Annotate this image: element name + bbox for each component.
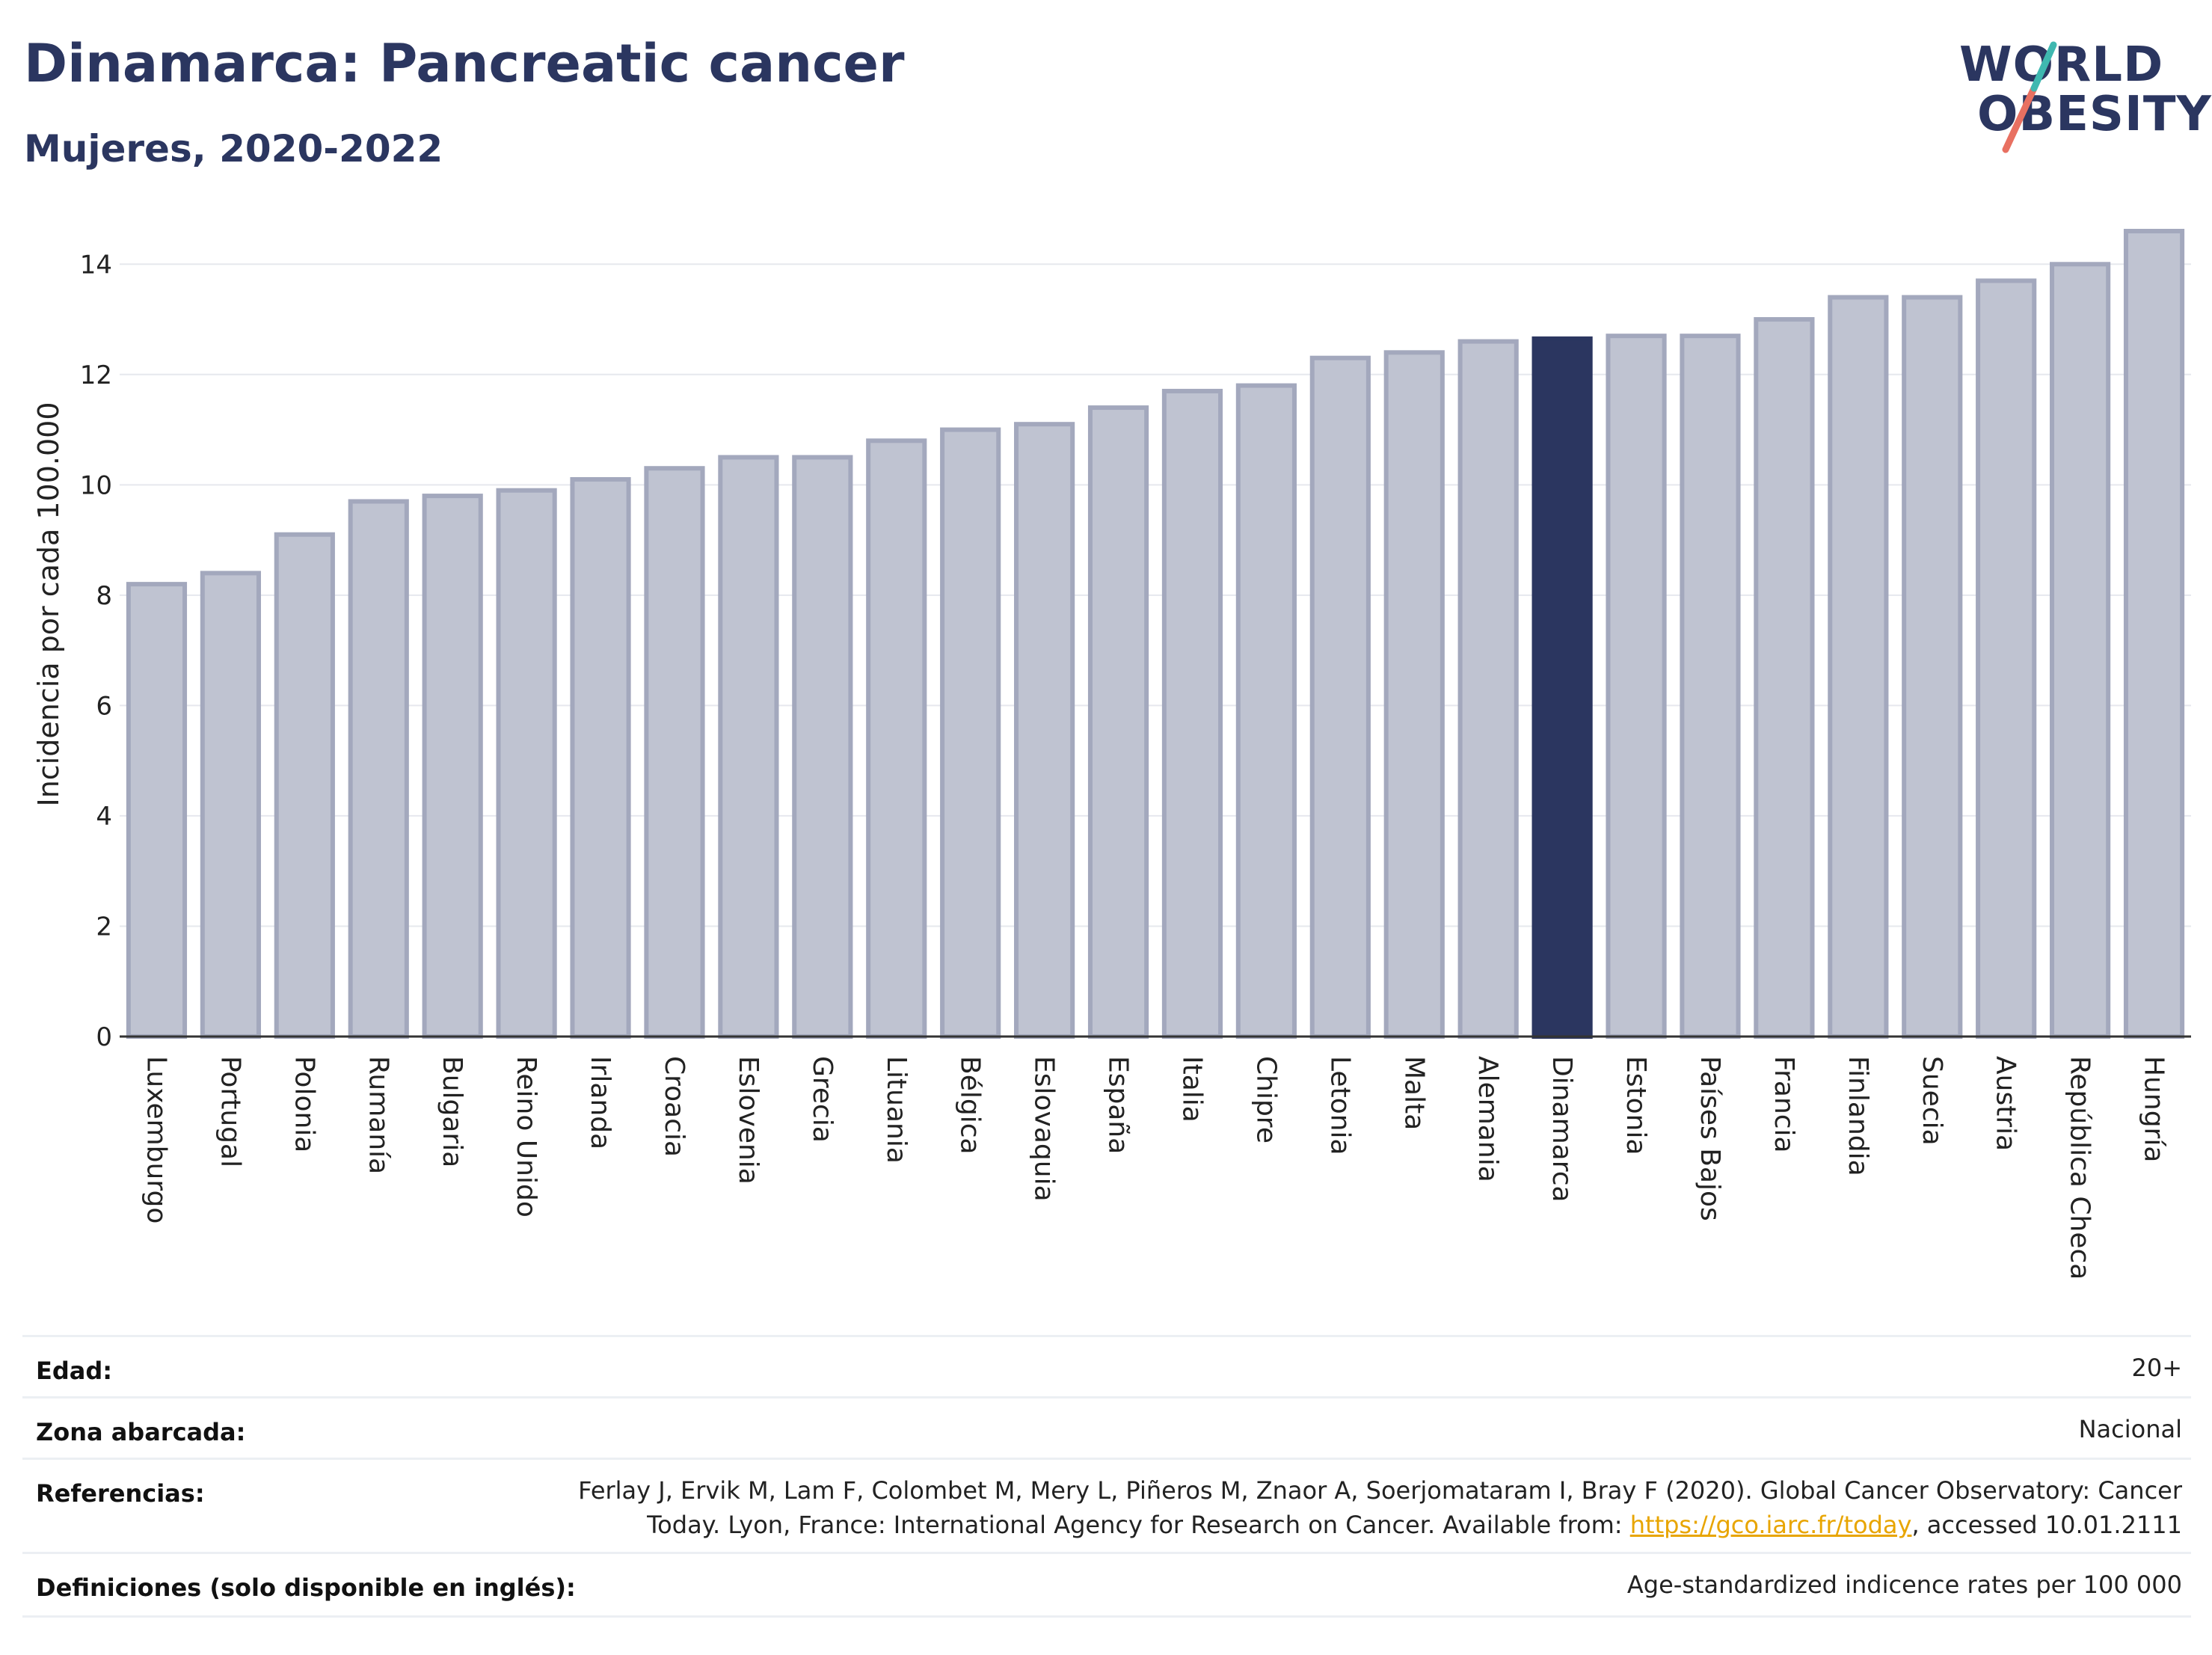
x-tick-label: Reino Unido [511,1056,541,1218]
bar [496,488,557,1039]
bar [1754,317,1815,1040]
bar [1014,422,1075,1039]
zone-label: Zona abarcada: [36,1418,246,1446]
x-tick-label: Letonia [1324,1056,1355,1155]
bar [1902,295,1963,1039]
x-tick-label: Finlandia [1843,1056,1873,1176]
x-tick-label: Luxemburgo [141,1056,171,1223]
bar [2123,229,2185,1040]
logo-line-1: WORLD [1959,37,2164,93]
y-tick-label: 0 [96,1022,112,1052]
definitions-label: Definiciones (solo disponible en inglés)… [36,1573,576,1602]
bar [1457,339,1519,1039]
age-value: 20+ [2131,1354,2182,1382]
references-line-1: Ferlay J, Ervik M, Lam F, Colombet M, Me… [578,1476,2182,1505]
bar [570,476,631,1039]
y-axis-label: Incidencia por cada 100.000 [32,402,65,806]
x-tick-label: Rumanía [363,1056,393,1174]
bar [1531,336,1593,1040]
info-row-definitions: Definiciones (solo disponible en inglés)… [22,1552,2191,1618]
bar [1606,334,1667,1039]
x-tick-label: Portugal [215,1056,245,1167]
bar [1235,383,1297,1039]
bar [348,499,409,1039]
x-tick-label: Eslovenia [733,1056,764,1185]
bar [1383,350,1445,1039]
bar [274,532,335,1039]
y-tick-label: 8 [96,581,112,611]
x-tick-label: Suecia [1917,1056,1947,1146]
bar [866,438,927,1039]
bar [940,427,1001,1039]
bar [1976,278,2037,1039]
references-line-2: Today. Lyon, France: International Agenc… [578,1508,2182,1542]
x-tick-label: Estonia [1620,1056,1651,1155]
x-tick-label: Chipre [1250,1056,1281,1143]
bar [1161,388,1223,1039]
x-tick-label: Bulgaria [437,1056,467,1167]
world-obesity-logo: WORLD OBESITY [1944,30,2211,157]
info-row-zone: Zona abarcada: Nacional [22,1396,2191,1460]
age-label: Edad: [36,1357,113,1385]
y-tick-label: 12 [80,360,112,390]
x-tick-label: Hungría [2139,1056,2169,1162]
page-title: Dinamarca: Pancreatic cancer [24,33,905,94]
x-tick-label: Lituania [881,1056,912,1164]
bar [644,466,705,1039]
x-tick-label: Francia [1769,1056,1799,1153]
bar [422,494,483,1039]
x-tick-label: Malta [1398,1056,1429,1130]
bar [1680,334,1741,1039]
definitions-value: Age-standardized indicence rates per 100… [1626,1570,2182,1599]
x-tick-label: Eslovaquia [1029,1056,1060,1202]
y-tick-label: 14 [80,250,112,280]
references-label: Referencias: [36,1479,205,1508]
y-tick-label: 6 [96,691,112,721]
x-tick-label: Irlanda [585,1056,615,1149]
bar [1309,355,1371,1039]
references-value: Ferlay J, Ervik M, Lam F, Colombet M, Me… [578,1473,2182,1542]
y-tick-label: 4 [96,802,112,832]
bar [718,455,779,1039]
bar [200,571,261,1039]
x-tick-label: Polonia [289,1056,319,1152]
x-tick-label: Austria [1991,1056,2021,1151]
bar [1087,405,1149,1039]
x-tick-label: Países Bajos [1695,1056,1725,1221]
bar [1828,295,1889,1039]
bar [792,455,853,1039]
logo-slash-icon [2002,41,2057,153]
x-tick-label: Bélgica [955,1056,986,1155]
info-row-age: Edad: 20+ [22,1335,2191,1398]
x-tick-label: España [1103,1056,1134,1154]
x-tick-label: Grecia [807,1056,838,1143]
y-tick-label: 10 [80,470,112,500]
references-line-2-text: Today. Lyon, France: International Agenc… [647,1511,1630,1539]
bar [2050,262,2111,1040]
x-tick-label: Italia [1176,1056,1207,1123]
page-subtitle: Mujeres, 2020-2022 [24,127,443,171]
zone-value: Nacional [2078,1415,2182,1443]
x-tick-label: Croacia [659,1056,689,1157]
info-row-references: Referencias: Ferlay J, Ervik M, Lam F, C… [22,1458,2191,1554]
x-tick-label: República Checa [2065,1056,2095,1280]
references-accessed: , accessed 10.01.2111 [1911,1511,2182,1539]
bar-chart: 0 2 4 6 8 10 12 14 Incidencia por cada 100.000 Lu… [32,229,2191,1280]
references-link[interactable]: https://gco.iarc.fr/today [1629,1511,1912,1539]
y-tick-label: 2 [96,912,112,942]
bar [126,582,188,1039]
x-tick-label: Dinamarca [1546,1056,1577,1203]
x-tick-label: Alemania [1472,1056,1503,1182]
